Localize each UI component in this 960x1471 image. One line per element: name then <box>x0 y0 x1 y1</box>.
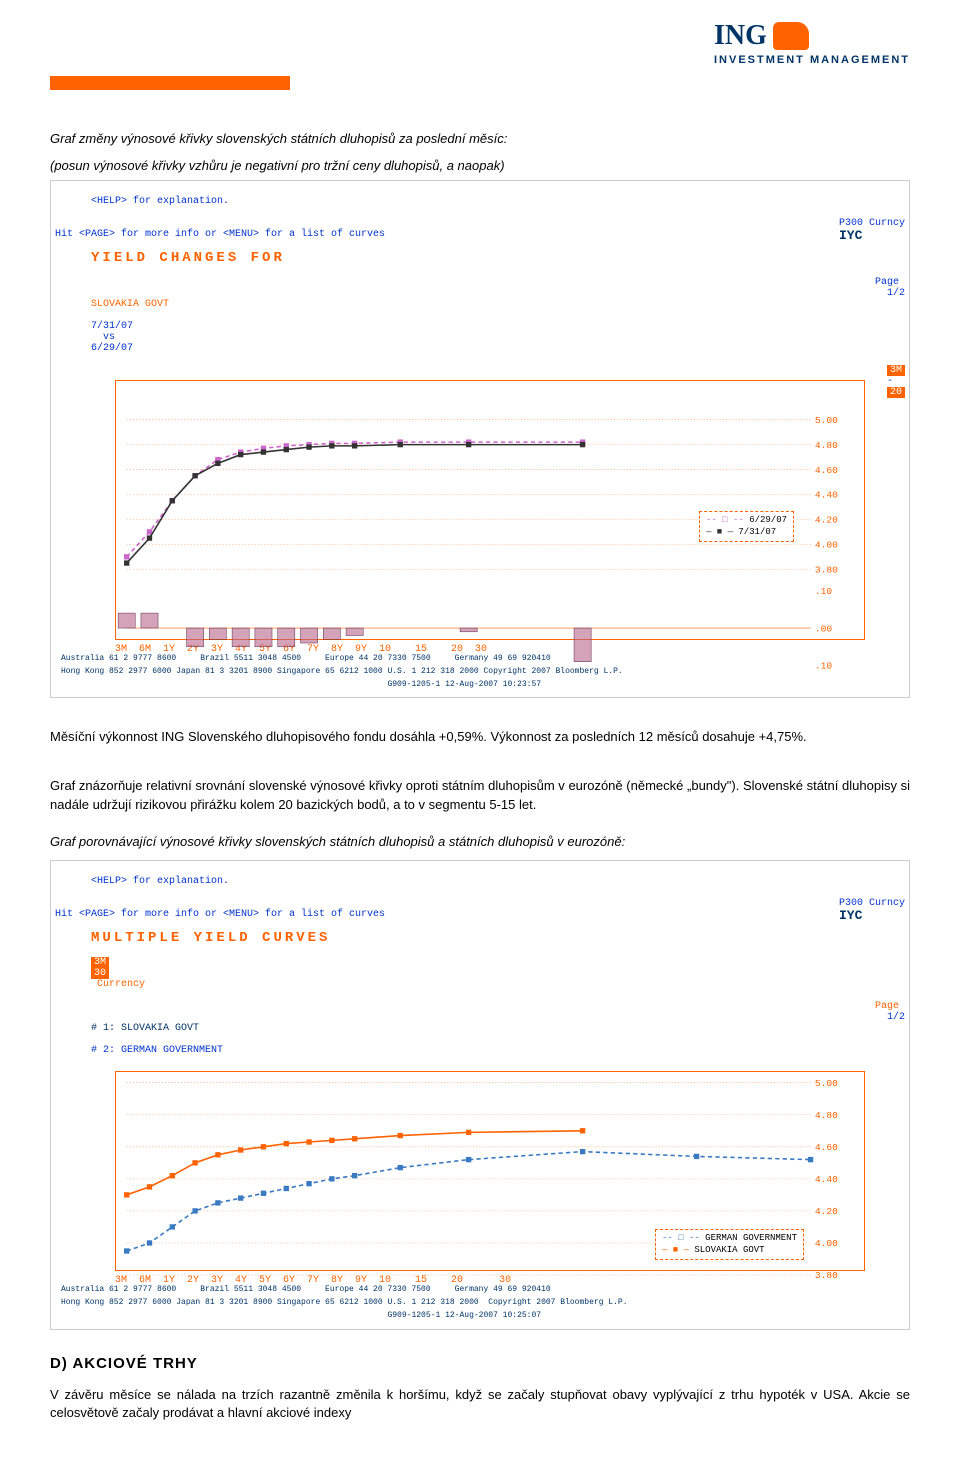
mid-p1: Měsíční výkonnost ING Slovenského dluhop… <box>50 728 910 747</box>
svg-text:4.20: 4.20 <box>815 515 838 526</box>
chart2-title: MULTIPLE YIELD CURVES <box>91 930 330 946</box>
chart2-legend: -- □ -- GERMAN GOVERNMENT — ■ — SLOVAKIA… <box>655 1229 804 1260</box>
svg-text:3.80: 3.80 <box>815 565 838 576</box>
section-d-p1: V závěru měsíce se nálada na trzích raza… <box>50 1386 910 1424</box>
logo-brand: ING <box>714 20 767 52</box>
svg-text:4.60: 4.60 <box>815 465 838 476</box>
svg-text:5.00: 5.00 <box>815 415 838 426</box>
chart1-box: 3.804.004.204.404.604.805.00.10.00.10M I… <box>115 380 865 640</box>
svg-text:4.00: 4.00 <box>815 540 838 551</box>
chart2-box: 3.804.004.204.404.604.805.00 -- □ -- GER… <box>115 1071 865 1271</box>
help-text: <HELP> for explanation. <box>91 196 229 207</box>
intro-title: Graf změny výnosové křivky slovenských s… <box>50 130 910 149</box>
accent-bar <box>50 76 290 90</box>
lion-icon <box>773 22 809 50</box>
svg-text:5.00: 5.00 <box>815 1078 838 1089</box>
intro-subtitle: (posun výnosové křivky vzhůru je negativ… <box>50 157 910 176</box>
chart1-svg: 3.804.004.204.404.604.805.00.10.00.10M I… <box>116 409 864 687</box>
section-d-title: D) AKCIOVÉ TRHY <box>50 1355 910 1372</box>
page-header: ING INVESTMENT MANAGEMENT <box>0 0 960 76</box>
chart1-legend: -- □ -- 6/29/07 — ■ — 7/31/07 <box>699 511 794 542</box>
bloomberg-terminal-2: <HELP> for explanation. P300 Curncy IYC … <box>50 860 910 1330</box>
svg-text:4.20: 4.20 <box>815 1206 838 1217</box>
mid-p2: Graf znázorňuje relativní srovnání slove… <box>50 777 910 815</box>
svg-text:.10: .10 <box>815 661 833 672</box>
mid-p3: Graf porovnávající výnosové křivky slove… <box>50 833 910 852</box>
svg-text:.00: .00 <box>815 623 833 634</box>
logo: ING INVESTMENT MANAGEMENT <box>714 20 910 66</box>
svg-text:4.60: 4.60 <box>815 1142 838 1153</box>
svg-text:4.40: 4.40 <box>815 1174 838 1185</box>
svg-text:4.80: 4.80 <box>815 440 838 451</box>
chart1-title: YIELD CHANGES FOR <box>91 250 285 266</box>
svg-text:.10: .10 <box>815 586 833 597</box>
logo-subtitle: INVESTMENT MANAGEMENT <box>714 54 910 66</box>
svg-text:4.40: 4.40 <box>815 490 838 501</box>
bloomberg-terminal-1: <HELP> for explanation. P300 Curncy IYC … <box>50 180 910 699</box>
svg-text:4.80: 4.80 <box>815 1110 838 1121</box>
svg-text:3.80: 3.80 <box>815 1270 838 1281</box>
svg-text:4.00: 4.00 <box>815 1238 838 1249</box>
